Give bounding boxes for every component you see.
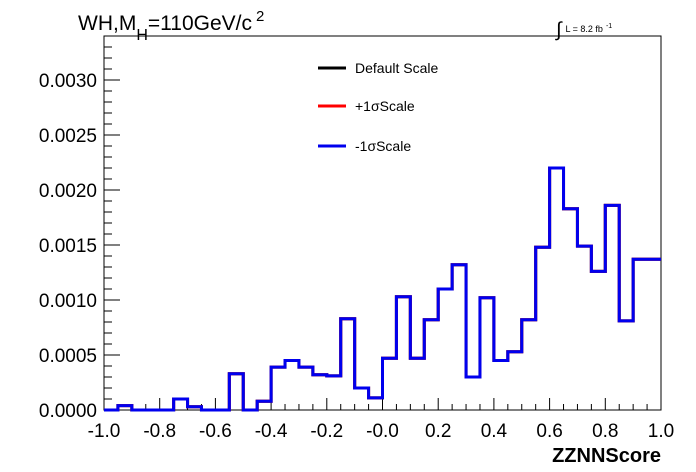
lumi-text: L = 8.2 fb bbox=[565, 24, 602, 34]
legend: Default Scale +1σScale -1σScale bbox=[318, 60, 438, 154]
lumi-superscript: -1 bbox=[606, 23, 612, 30]
y-tick-label: 0.0000 bbox=[39, 401, 97, 422]
title-prefix: WH,M bbox=[78, 12, 136, 35]
x-tick-label: 0.6 bbox=[536, 421, 562, 442]
title-superscript: 2 bbox=[256, 8, 264, 25]
legend-label-default: Default Scale bbox=[355, 60, 438, 76]
title-value: =110GeV/c bbox=[148, 12, 252, 35]
title-subscript: H bbox=[136, 27, 148, 44]
lumi-annotation: ∫ L = 8.2 fb -1 bbox=[555, 19, 612, 41]
y-tick-label: 0.0020 bbox=[39, 181, 97, 202]
x-tick-label: -0.6 bbox=[199, 421, 232, 442]
x-axis-label: ZZNNScore bbox=[552, 445, 661, 467]
x-tick-label: 0.8 bbox=[592, 421, 618, 442]
legend-label-minus1sigma: -1σScale bbox=[355, 138, 411, 154]
y-tick-label: 0.0015 bbox=[39, 236, 97, 257]
series-line-2 bbox=[104, 166, 661, 412]
x-tick-label: -0.4 bbox=[255, 421, 288, 442]
x-tick-label: 0.2 bbox=[425, 421, 451, 442]
x-tick-label: -0.8 bbox=[143, 421, 176, 442]
integral-symbol: ∫ bbox=[555, 19, 563, 41]
x-axis-ticks: -1.0 -0.8 -0.6 -0.4 -0.2 -0.0 0.2 0.4 0.6 0.8 1.0 bbox=[88, 398, 674, 442]
y-tick-label: 0.0005 bbox=[39, 346, 97, 367]
y-tick-label: 0.0010 bbox=[39, 291, 97, 312]
y-tick-label: 0.0030 bbox=[39, 71, 97, 92]
chart-title: WH,MH=110GeV/c 2 bbox=[78, 8, 264, 44]
y-tick-label: 0.0025 bbox=[39, 126, 97, 147]
x-tick-label: -0.0 bbox=[366, 421, 399, 442]
x-tick-label: -0.2 bbox=[310, 421, 343, 442]
y-axis-ticks: 0.0000 0.0005 0.0010 0.0015 0.0020 0.0025 0.00… bbox=[39, 35, 120, 422]
x-tick-label: 0.4 bbox=[481, 421, 508, 442]
x-tick-label: 1.0 bbox=[648, 421, 674, 442]
series-lines bbox=[104, 166, 661, 412]
legend-label-plus1sigma: +1σScale bbox=[355, 98, 415, 114]
x-tick-label: -1.0 bbox=[88, 421, 121, 442]
